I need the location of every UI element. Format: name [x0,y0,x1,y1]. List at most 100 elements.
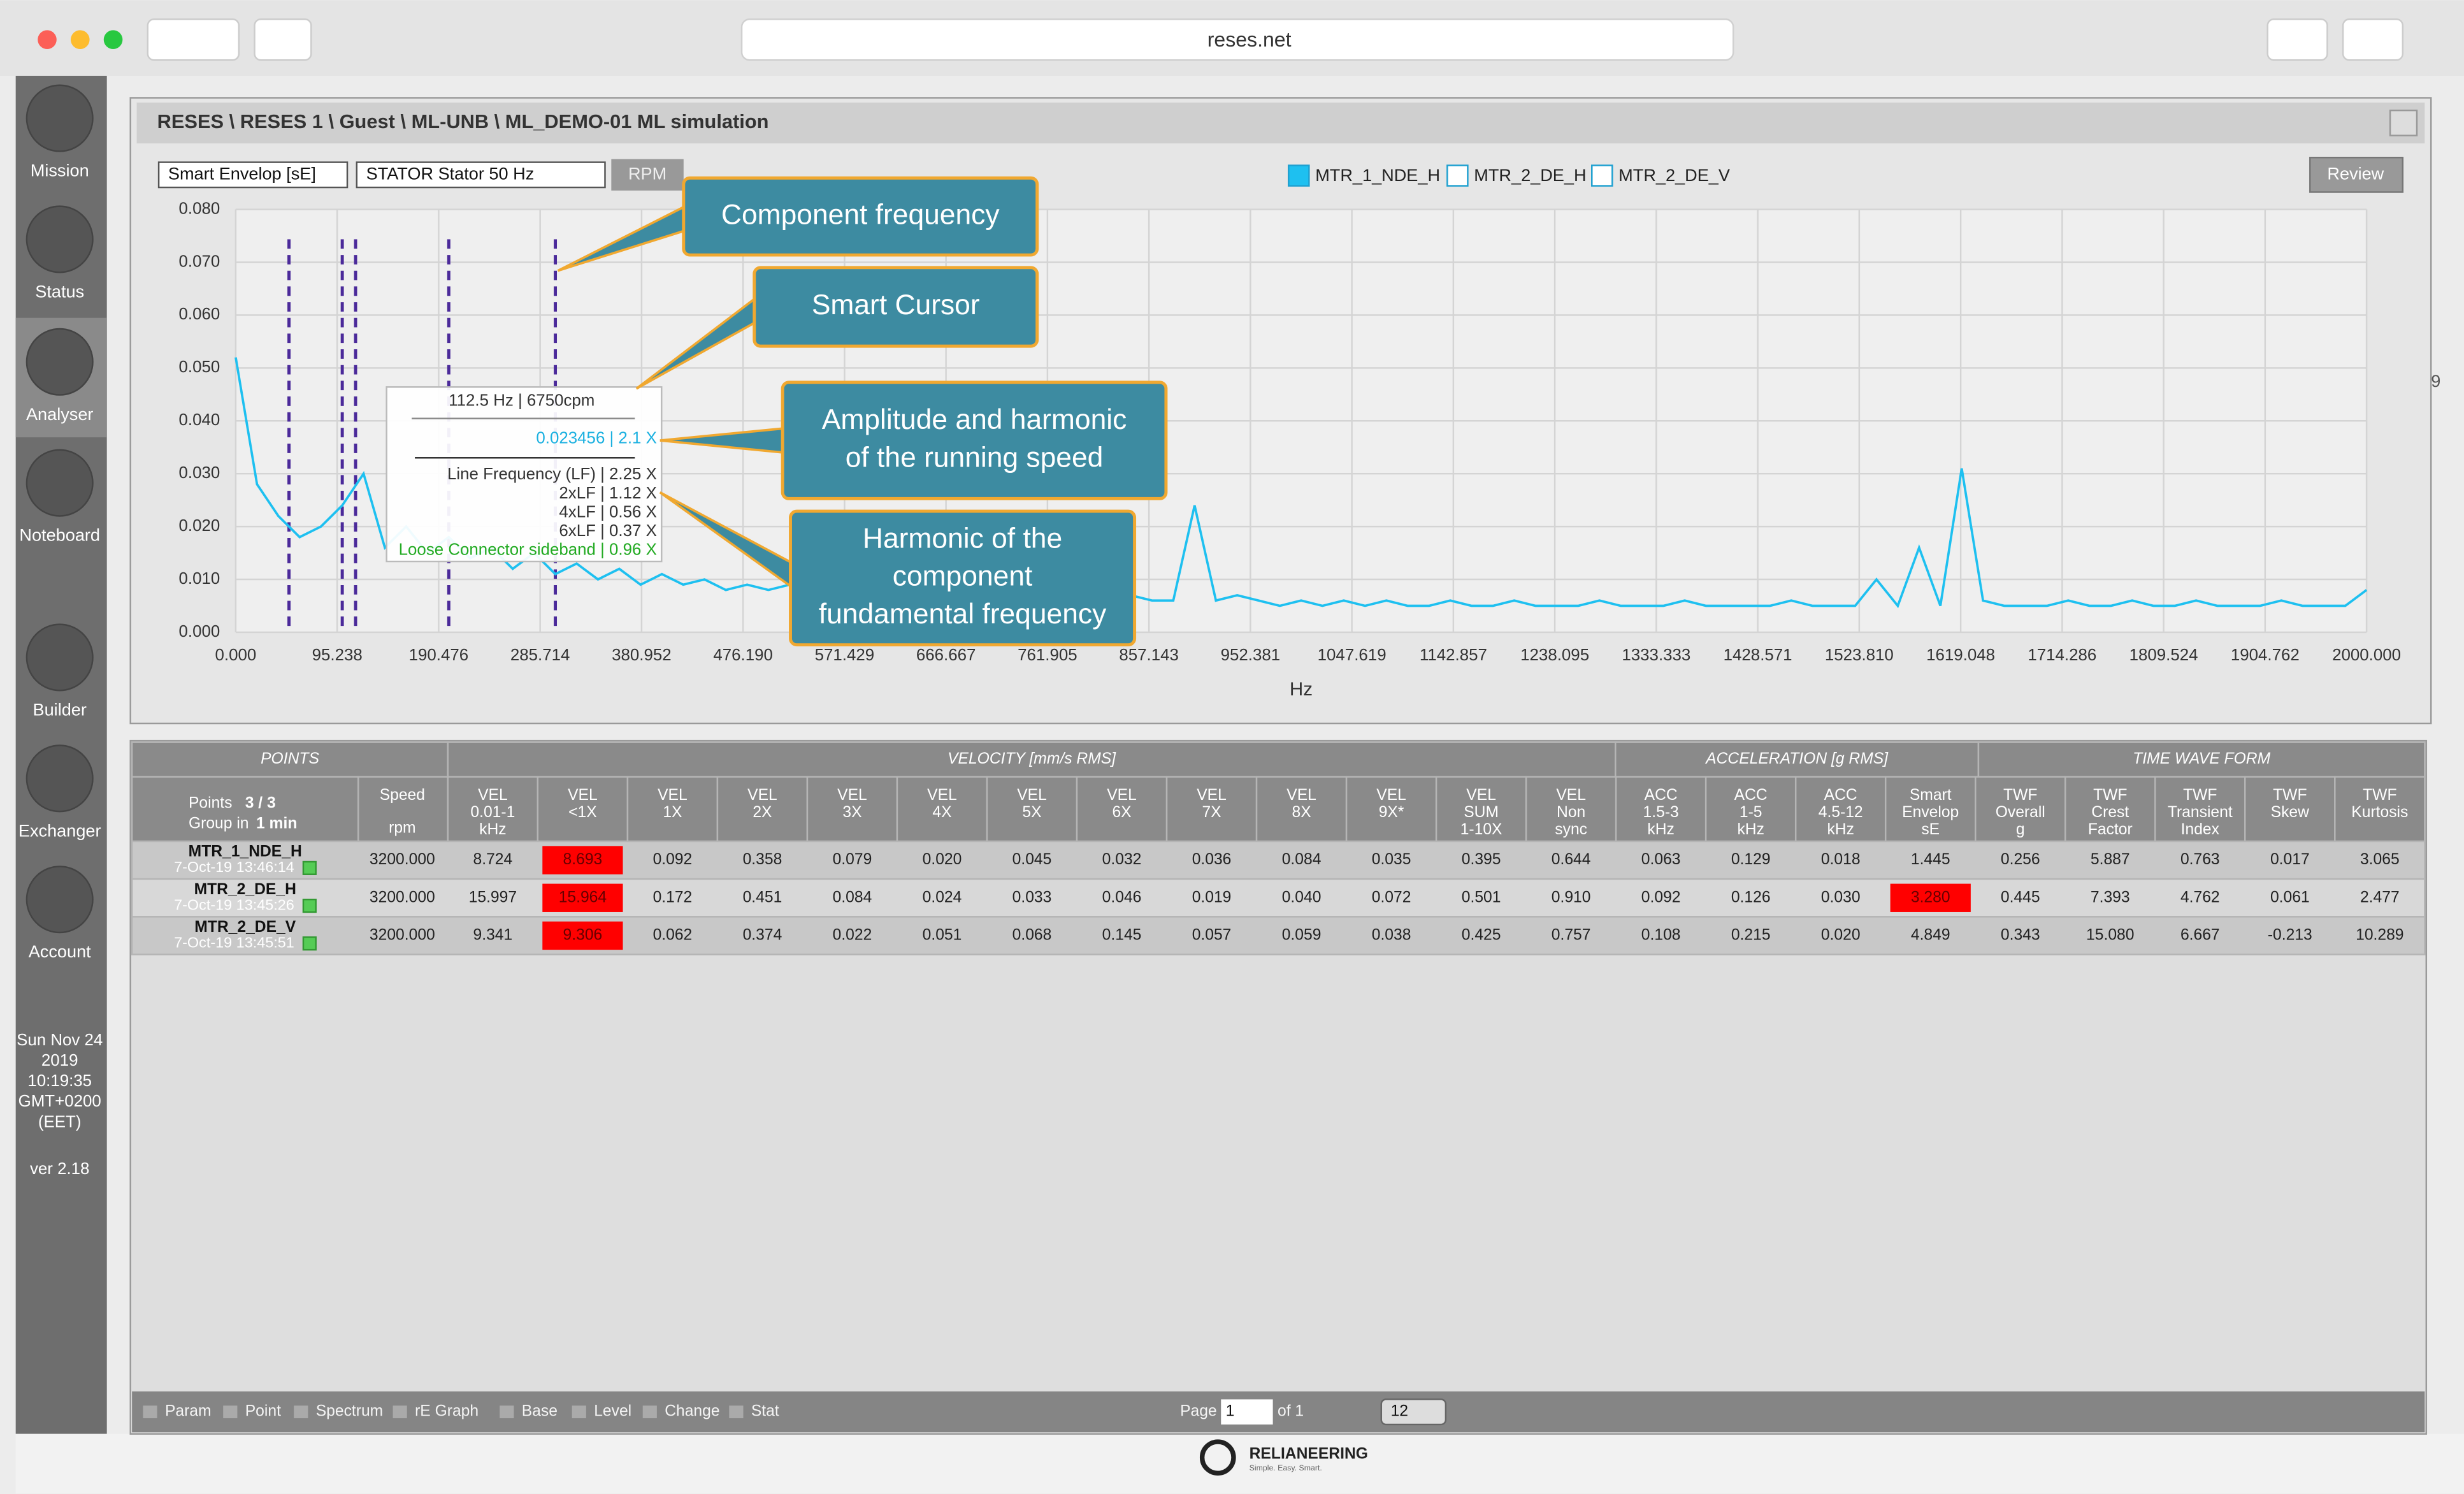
rpm-button[interactable] [611,159,684,191]
tool-icon[interactable] [143,1405,157,1419]
tool-icon[interactable] [642,1405,657,1419]
header-cell [2064,776,2156,843]
cell: 9.306 [563,926,603,943]
page-label: Page [1180,1403,1217,1420]
tool-icon[interactable] [500,1405,514,1419]
column-header: Transient [2168,804,2233,821]
sidebar-icon[interactable] [25,205,94,273]
column-header: VEL [1466,787,1496,804]
group-header [1615,741,1980,778]
close-button[interactable] [38,30,57,50]
column-header: VEL [1107,787,1137,804]
sidebar-toggle[interactable] [254,18,312,61]
tool-icon[interactable] [729,1405,744,1419]
callout [781,381,1168,500]
zoom-button[interactable] [103,30,123,50]
column-header: Index [2181,821,2220,838]
panel-close[interactable] [2389,109,2418,136]
cell: 0.451 [743,888,782,906]
sidebar-icon[interactable] [25,623,94,692]
column-header: TWF [2273,787,2307,804]
x-tick-label: 1428.571 [1724,646,1792,664]
tool-icon[interactable] [223,1405,238,1419]
cell: 6.667 [2180,926,2220,943]
channel-checkbox[interactable] [1446,164,1469,187]
x-tick-label: 952.381 [1221,646,1281,664]
cell: 0.018 [1821,851,1861,868]
callout-text: Smart Cursor [812,289,980,321]
cell: 0.035 [1372,851,1411,868]
column-header: ACC [1824,787,1857,804]
header-cell [357,776,449,843]
cell: 0.374 [743,926,782,943]
column-header: 6X [1112,804,1131,821]
column-header: Overall [1996,804,2045,821]
page-input[interactable] [1221,1399,1273,1425]
tabs-button[interactable] [2342,18,2404,61]
tool-icon[interactable] [572,1405,586,1419]
tool-icon[interactable] [294,1405,308,1419]
tooltip-line: 6xLF | 0.37 X [559,522,656,540]
x-tick-label: 1904.762 [2231,646,2300,664]
y-tick-label: 0.080 [179,199,220,217]
column-header: 1X [663,804,682,821]
sidebar-icon[interactable] [25,866,94,934]
nav-buttons[interactable] [147,18,240,61]
x-tick-label: 1809.524 [2129,646,2198,664]
cell: 0.445 [2001,888,2040,906]
minimize-button[interactable] [70,30,90,50]
cell: 0.072 [1372,888,1411,906]
sidebar-icon[interactable] [25,84,94,152]
column-header: 1-10X [1460,821,1502,838]
y-tick-label: 0.030 [179,464,220,482]
x-tick-label: 380.952 [612,646,672,664]
point-date: 7-Oct-19 13:46:14 [174,859,294,875]
sidebar-icon[interactable] [25,744,94,813]
cell: 0.358 [743,851,782,868]
header-cell [1884,776,1977,843]
tool-icon[interactable] [393,1405,407,1419]
header-cell [806,776,898,843]
sidebar-label: Analyser [26,404,93,424]
channel-checkbox[interactable] [1288,164,1310,187]
column-header: Crest [2091,804,2129,821]
review-button[interactable] [2309,156,2404,193]
row[interactable] [131,916,2426,955]
table-footer [132,1391,2425,1433]
cell: 8.693 [563,851,603,868]
column-header: 0.01-1 [470,804,515,821]
header-cell [1076,776,1168,843]
callout [682,176,1039,257]
cell: 0.061 [2270,888,2310,906]
per-page-select[interactable] [1380,1398,1447,1426]
share-button[interactable] [2266,18,2328,61]
x-tick-label: 95.238 [312,646,363,664]
callout-text: fundamental frequency [819,598,1107,630]
x-tick-label: 571.429 [815,646,875,664]
group-header [447,741,1617,778]
row[interactable] [131,878,2426,918]
group-header-label: POINTS [261,750,319,767]
row[interactable] [131,840,2426,880]
cell: 4.849 [1911,926,1950,943]
cell: 0.068 [1012,926,1052,943]
column-header: VEL [927,787,957,804]
channel-checkbox[interactable] [1591,164,1613,187]
column-header: TWF [2183,787,2217,804]
y-tick-label: 0.040 [179,411,220,429]
points-header: Group in [189,815,249,832]
select-label: Smart Envelop [sE] [168,163,316,183]
tooltip-line: 4xLF | 0.56 X [559,503,656,521]
cell: 0.172 [653,888,693,906]
select[interactable] [356,161,606,189]
sidebar-icon[interactable] [25,449,94,517]
tool-label: Change [665,1403,719,1420]
sidebar-icon[interactable] [25,328,94,396]
address-bar[interactable] [740,18,1734,61]
select[interactable] [157,161,349,189]
y-tick-label: 0.020 [179,517,220,535]
tool-label: Stat [751,1403,779,1420]
cell: 0.032 [1102,851,1142,868]
x-tick-label: 285.714 [510,646,570,664]
